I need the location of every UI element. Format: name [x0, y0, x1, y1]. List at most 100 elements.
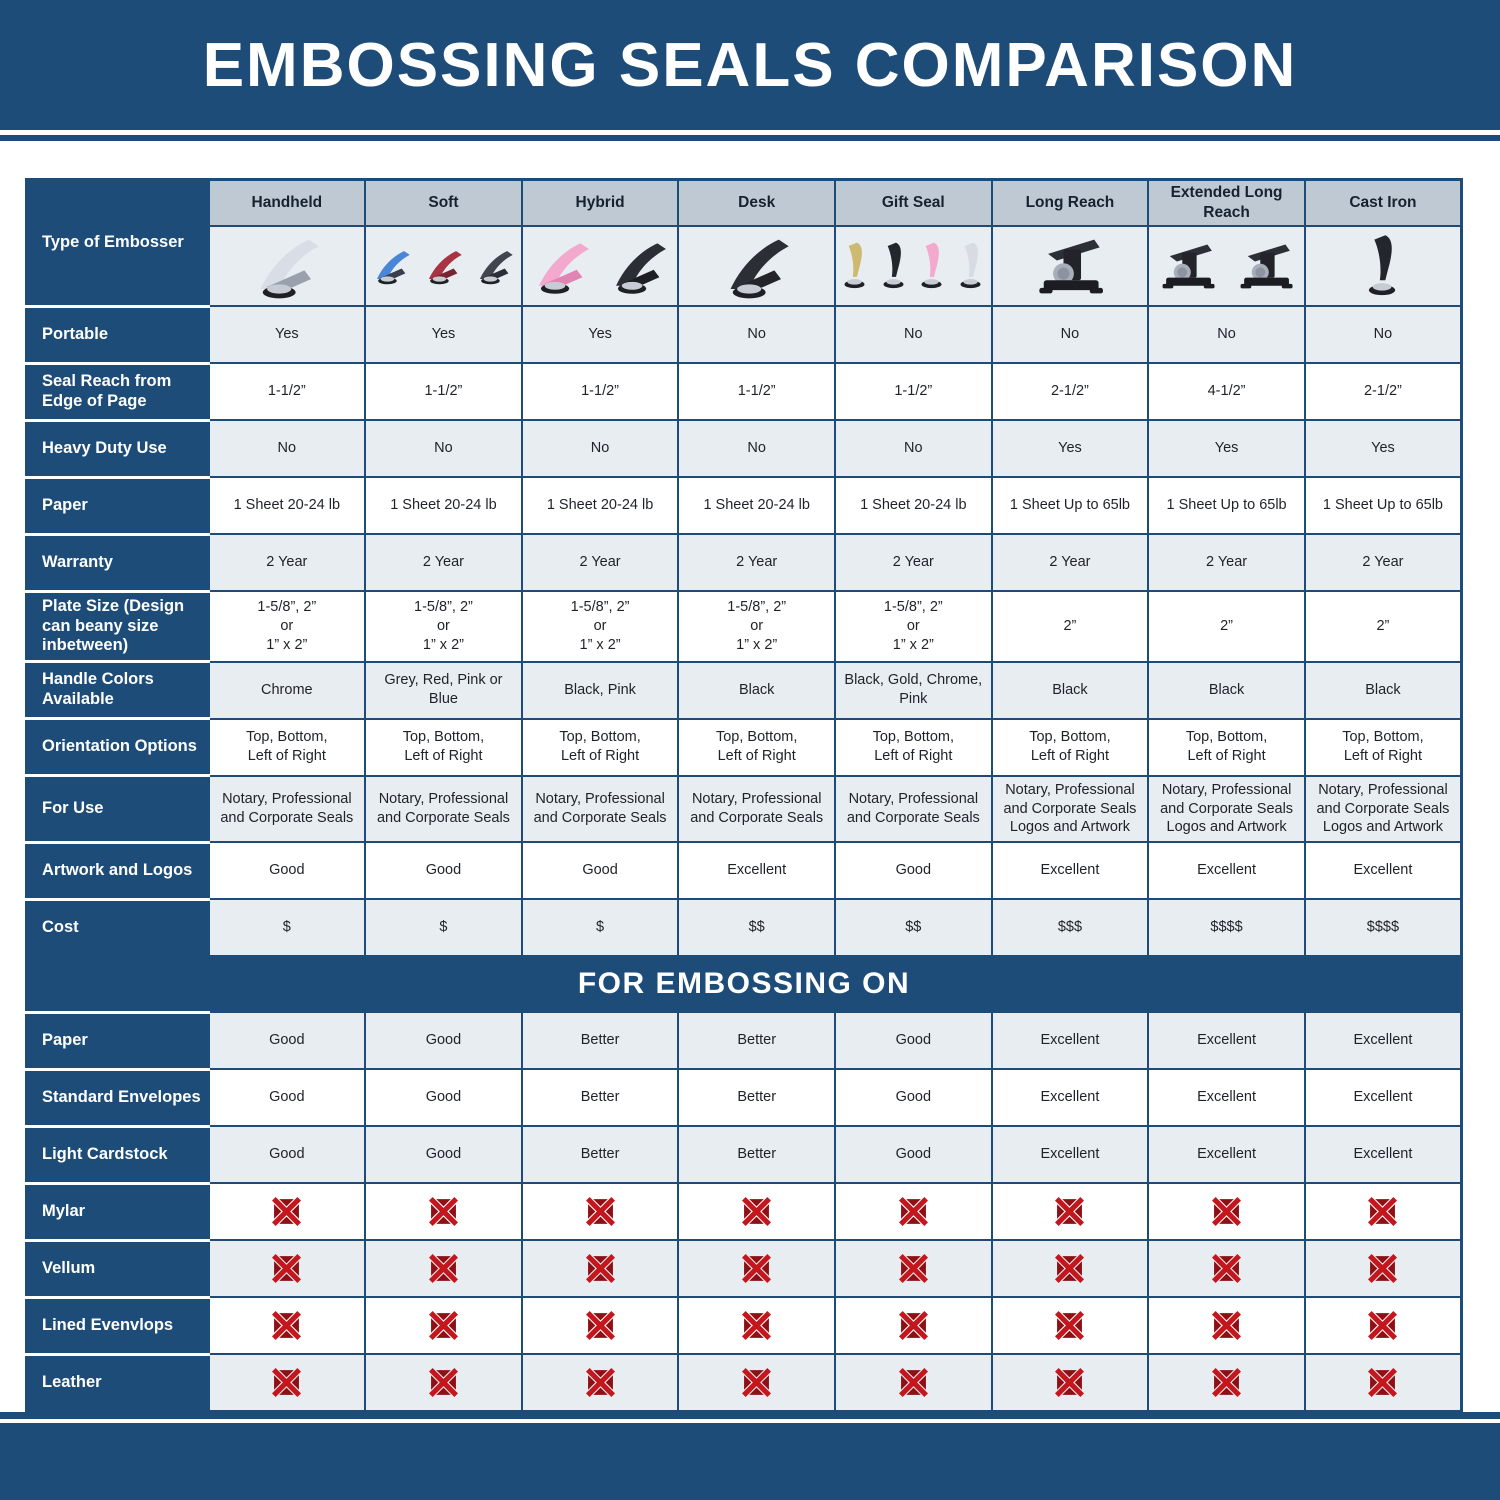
- table-cell: 1-5/8”, 2” or 1” x 2”: [520, 590, 680, 663]
- table-cell: 1 Sheet Up to 65lb: [1303, 476, 1463, 536]
- not-supported-x-icon: [898, 1197, 928, 1227]
- row-label: Light Cardstock: [26, 1124, 210, 1184]
- table-cell: Chrome: [207, 660, 367, 720]
- table-cell: Better: [520, 1011, 680, 1071]
- table-cell: Good: [834, 1068, 993, 1128]
- table-cell: Good: [207, 1068, 367, 1128]
- table-cell: Excellent: [1147, 1125, 1306, 1185]
- not-supported-x-icon: [272, 1367, 302, 1397]
- desk-embosser-image: [677, 225, 836, 308]
- table-cell: $$: [677, 898, 836, 958]
- table-cell-not-supported: [520, 1296, 680, 1356]
- table-cell-not-supported: [990, 1182, 1150, 1242]
- table-cell-not-supported: [364, 1239, 523, 1299]
- table-cell: No: [990, 305, 1150, 365]
- table-cell: No: [1303, 305, 1463, 365]
- table-cell: No: [207, 419, 367, 479]
- table-cell: Notary, Professional and Corporate Seals: [520, 774, 680, 844]
- table-cell: Top, Bottom, Left of Right: [1303, 717, 1463, 777]
- table-cell-not-supported: [677, 1353, 836, 1413]
- table-cell-not-supported: [834, 1182, 993, 1242]
- table-cell: 1 Sheet 20-24 lb: [677, 476, 836, 536]
- table-cell: 2 Year: [207, 533, 367, 593]
- table-cell: 2-1/2”: [1303, 362, 1463, 422]
- table-cell: Excellent: [677, 841, 836, 901]
- table-cell: 1-1/2”: [834, 362, 993, 422]
- table-cell: Top, Bottom, Left of Right: [1147, 717, 1306, 777]
- table-cell: Excellent: [1303, 1125, 1463, 1185]
- footer-band: [0, 1412, 1500, 1500]
- table-cell: 2”: [990, 590, 1150, 663]
- table-cell-not-supported: [990, 1239, 1150, 1299]
- table-cell: $: [520, 898, 680, 958]
- row-label: Plate Size (Design can beany size inbetw…: [26, 589, 210, 662]
- table-cell: Excellent: [1303, 1011, 1463, 1071]
- table-cell: Good: [834, 841, 993, 901]
- table-cell: Good: [364, 1068, 523, 1128]
- row-label: Paper: [26, 475, 210, 535]
- table-cell: Excellent: [990, 1011, 1150, 1071]
- row-label: Vellum: [26, 1238, 210, 1298]
- embosser-illustration: [538, 243, 589, 295]
- table-cell: No: [364, 419, 523, 479]
- not-supported-x-icon: [1368, 1367, 1398, 1397]
- table-cell-not-supported: [364, 1353, 523, 1413]
- table-cell: 1 Sheet 20-24 lb: [520, 476, 680, 536]
- extended-long-reach-embosser-image: [1147, 225, 1306, 308]
- table-cell: 1-1/2”: [207, 362, 367, 422]
- table-cell: No: [677, 305, 836, 365]
- not-supported-x-icon: [1055, 1311, 1085, 1341]
- row-label: Artwork and Logos: [26, 840, 210, 900]
- table-cell: 1-5/8”, 2” or 1” x 2”: [677, 590, 836, 663]
- not-supported-x-icon: [1212, 1197, 1242, 1227]
- table-cell-not-supported: [364, 1182, 523, 1242]
- table-cell: 2 Year: [990, 533, 1150, 593]
- table-cell: $: [207, 898, 367, 958]
- column-header: Extended Long Reach: [1147, 178, 1306, 228]
- embosser-illustration: [428, 251, 462, 285]
- embosser-illustration: [960, 242, 981, 289]
- table-cell-not-supported: [520, 1353, 680, 1413]
- divider-stripe: [0, 130, 1500, 135]
- not-supported-x-icon: [898, 1367, 928, 1397]
- not-supported-x-icon: [1368, 1254, 1398, 1284]
- embosser-illustration: [1240, 244, 1293, 289]
- soft-embosser-image: [364, 225, 523, 308]
- embossing-seals-table: Type of Embosser Handheld Soft Hybrid Desk Gi…: [25, 178, 1463, 1413]
- not-supported-x-icon: [898, 1254, 928, 1284]
- not-supported-x-icon: [272, 1254, 302, 1284]
- table-cell: Grey, Red, Pink or Blue: [364, 660, 523, 720]
- table-cell: Excellent: [1303, 1068, 1463, 1128]
- table-cell: No: [834, 305, 993, 365]
- table-cell-not-supported: [990, 1353, 1150, 1413]
- comparison-table: Type of Embosser Handheld Soft Hybrid Desk Gi…: [25, 178, 1463, 1413]
- handheld-embosser-image: [207, 225, 367, 308]
- embosser-illustration: [1162, 244, 1215, 289]
- row-label: Orientation Options: [26, 717, 210, 776]
- not-supported-x-icon: [1212, 1254, 1242, 1284]
- hybrid-embosser-image: [520, 225, 680, 308]
- row-label: Warranty: [26, 532, 210, 592]
- table-cell: Good: [834, 1011, 993, 1071]
- table-cell-not-supported: [1147, 1296, 1306, 1356]
- table-cell: 2 Year: [834, 533, 993, 593]
- row-label: For Use: [26, 774, 210, 843]
- table-cell-not-supported: [1147, 1239, 1306, 1299]
- table-cell: Excellent: [1147, 1068, 1306, 1128]
- table-cell: Good: [364, 841, 523, 901]
- section-banner: FOR EMBOSSING ON: [25, 955, 1463, 1014]
- table-cell-not-supported: [207, 1182, 367, 1242]
- table-cell: Black: [677, 660, 836, 720]
- row-label: Standard Envelopes: [26, 1067, 210, 1127]
- table-cell: Top, Bottom, Left of Right: [990, 717, 1150, 777]
- table-cell: Yes: [520, 305, 680, 365]
- table-cell: Yes: [364, 305, 523, 365]
- not-supported-x-icon: [1055, 1197, 1085, 1227]
- column-header: Desk: [677, 178, 836, 228]
- column-header: Gift Seal: [834, 178, 993, 228]
- table-cell: 1 Sheet 20-24 lb: [364, 476, 523, 536]
- not-supported-x-icon: [1368, 1197, 1398, 1227]
- table-cell: $$$$: [1303, 898, 1463, 958]
- table-cell: 4-1/2”: [1147, 362, 1306, 422]
- table-cell: Notary, Professional and Corporate Seals…: [1147, 774, 1306, 844]
